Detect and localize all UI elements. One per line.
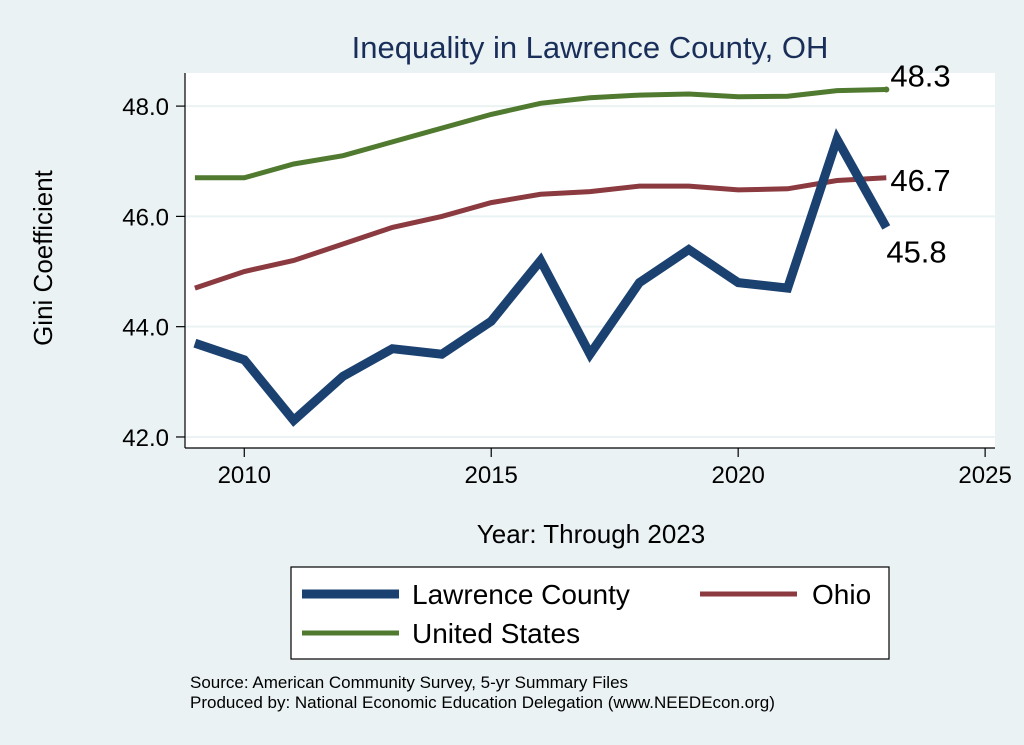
y-tick-label: 46.0	[122, 204, 169, 231]
gridlines	[185, 105, 995, 438]
end-label-lawrence-county: 45.8	[886, 234, 946, 269]
legend-label-united-states: United States	[412, 618, 580, 649]
ticks: 42.0 44.0 46.0 48.0 2010 2015 2020 2025	[122, 94, 1012, 489]
chart-title: Inequality in Lawrence County, OH	[352, 30, 829, 65]
y-axis-title: Gini Coefficient	[28, 169, 58, 346]
end-marker-united-states	[883, 86, 890, 93]
series-line-united-states	[194, 87, 887, 181]
legend-label-lawrence-county: Lawrence County	[412, 579, 630, 610]
end-label-united-states: 48.3	[890, 59, 950, 94]
producer-note: Produced by: National Economic Education…	[190, 693, 775, 712]
legend-box	[290, 566, 890, 660]
source-note: Source: American Community Survey, 5-yr …	[190, 673, 628, 692]
series-line-lawrence-county	[193, 128, 891, 427]
legend: Lawrence County Ohio United States	[290, 566, 890, 660]
plot-area	[185, 73, 995, 448]
x-axis-title: Year: Through 2023	[477, 519, 705, 549]
x-tick-label: 2025	[958, 462, 1011, 489]
y-tick-label: 48.0	[122, 94, 169, 121]
series-line-ohio	[194, 175, 887, 291]
end-label-ohio: 46.7	[890, 163, 950, 198]
end-labels: 45.8 46.7 48.3	[886, 59, 950, 270]
legend-label-ohio: Ohio	[812, 579, 871, 610]
x-tick-label: 2015	[465, 462, 518, 489]
axes	[184, 73, 995, 449]
y-tick-label: 44.0	[122, 315, 169, 342]
y-tick-label: 42.0	[122, 425, 169, 452]
x-tick-label: 2020	[711, 462, 764, 489]
series-layer	[193, 86, 891, 427]
x-tick-label: 2010	[218, 462, 271, 489]
